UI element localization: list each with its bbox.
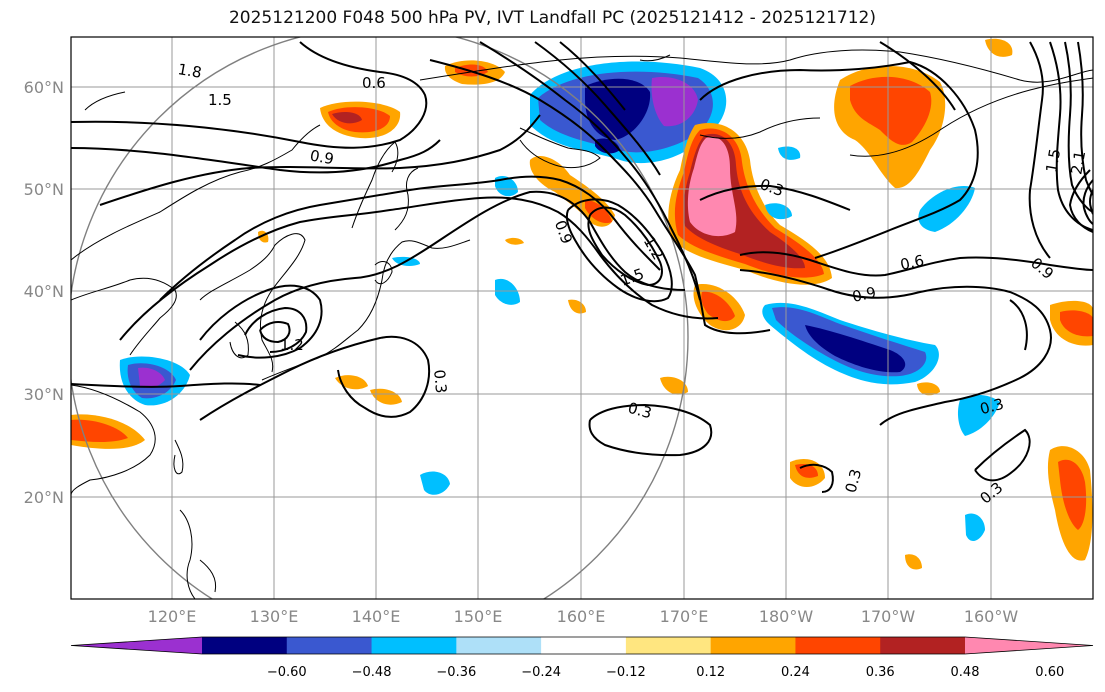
- lon-tick-label: 170°E: [660, 607, 709, 626]
- lat-tick-labels: 60°N 50°N 40°N 30°N 20°N: [24, 78, 64, 507]
- contour-label: 2.1: [1067, 149, 1089, 176]
- contour-label: 0.6: [362, 74, 386, 92]
- contour-label: 1.5: [208, 91, 232, 109]
- colorbar-tick-label: −0.48: [352, 665, 392, 680]
- contour-label: 1.5: [1042, 147, 1064, 174]
- colorbar-tick-label: −0.36: [436, 665, 476, 680]
- lon-tick-label: 160°W: [964, 607, 1019, 626]
- colorbar-tick-label: 0.48: [951, 665, 980, 680]
- map-plot-area: 1.8 1.5 0.6 0.9 1.2 0.3 0.6 0.9 1.5 1.2 …: [71, 37, 1093, 599]
- colorbar-segment: [880, 637, 966, 654]
- colorbar-tick-label: 0.24: [781, 665, 810, 680]
- colorbar-tick-label: −0.12: [606, 665, 646, 680]
- lon-tick-label: 130°E: [250, 607, 299, 626]
- colorbar-segment: [456, 637, 542, 654]
- lon-tick-label: 120°E: [148, 607, 197, 626]
- contour-label: 0.6: [899, 251, 926, 274]
- lon-tick-label: 180°W: [759, 607, 814, 626]
- contour-label: 0.9: [851, 283, 878, 306]
- colorbar-segment: [371, 637, 457, 654]
- colorbar: [70, 636, 1094, 655]
- contour-label: 0.3: [626, 399, 654, 423]
- colorbar-extension-low: [71, 637, 202, 654]
- lat-tick-label: 60°N: [24, 78, 64, 97]
- colorbar-tick-label: −0.60: [267, 665, 307, 680]
- colorbar-outline: [70, 636, 1094, 655]
- lon-tick-labels: 120°E 130°E 140°E 150°E 160°E 170°E 180°…: [148, 607, 1019, 626]
- lat-tick-label: 30°N: [24, 385, 64, 404]
- lon-tick-label: 170°W: [861, 607, 916, 626]
- colorbar-tick-label: 0.12: [696, 665, 725, 680]
- contour-label: 1.8: [176, 60, 203, 82]
- map-title: 2025121200 F048 500 hPa PV, IVT Landfall…: [228, 8, 876, 28]
- lon-tick-label: 150°E: [454, 607, 503, 626]
- contour-label: 0.3: [978, 395, 1006, 419]
- colorbar-tick-label: 0.60: [1035, 665, 1064, 680]
- colorbar-segment: [625, 637, 712, 654]
- colorbar-tick-label: 0.36: [866, 665, 895, 680]
- lat-tick-label: 20°N: [24, 488, 64, 507]
- lat-tick-label: 50°N: [24, 180, 64, 199]
- contour-label: 0.9: [309, 146, 336, 168]
- colorbar-extension-high: [965, 637, 1093, 654]
- contour-label: 1.2: [280, 336, 304, 354]
- colorbar-segment: [202, 637, 288, 654]
- lat-tick-label: 40°N: [24, 282, 64, 301]
- colorbar-segment: [795, 637, 881, 654]
- lon-tick-label: 140°E: [352, 607, 401, 626]
- colorbar-tick-label: −0.24: [521, 665, 561, 680]
- contour-label: 0.3: [430, 369, 450, 394]
- contour-label: 0.3: [842, 467, 866, 495]
- lon-tick-label: 160°E: [557, 607, 606, 626]
- colorbar-segment: [710, 637, 796, 654]
- colorbar-tick-labels: −0.60 −0.48 −0.36 −0.24 −0.12 0.12 0.24 0.36 0.4…: [267, 665, 1064, 680]
- colorbar-segment: [541, 637, 627, 654]
- map-frame: [70, 36, 1094, 600]
- colorbar-segment: [286, 637, 373, 654]
- landfall-region-circle: [71, 37, 689, 599]
